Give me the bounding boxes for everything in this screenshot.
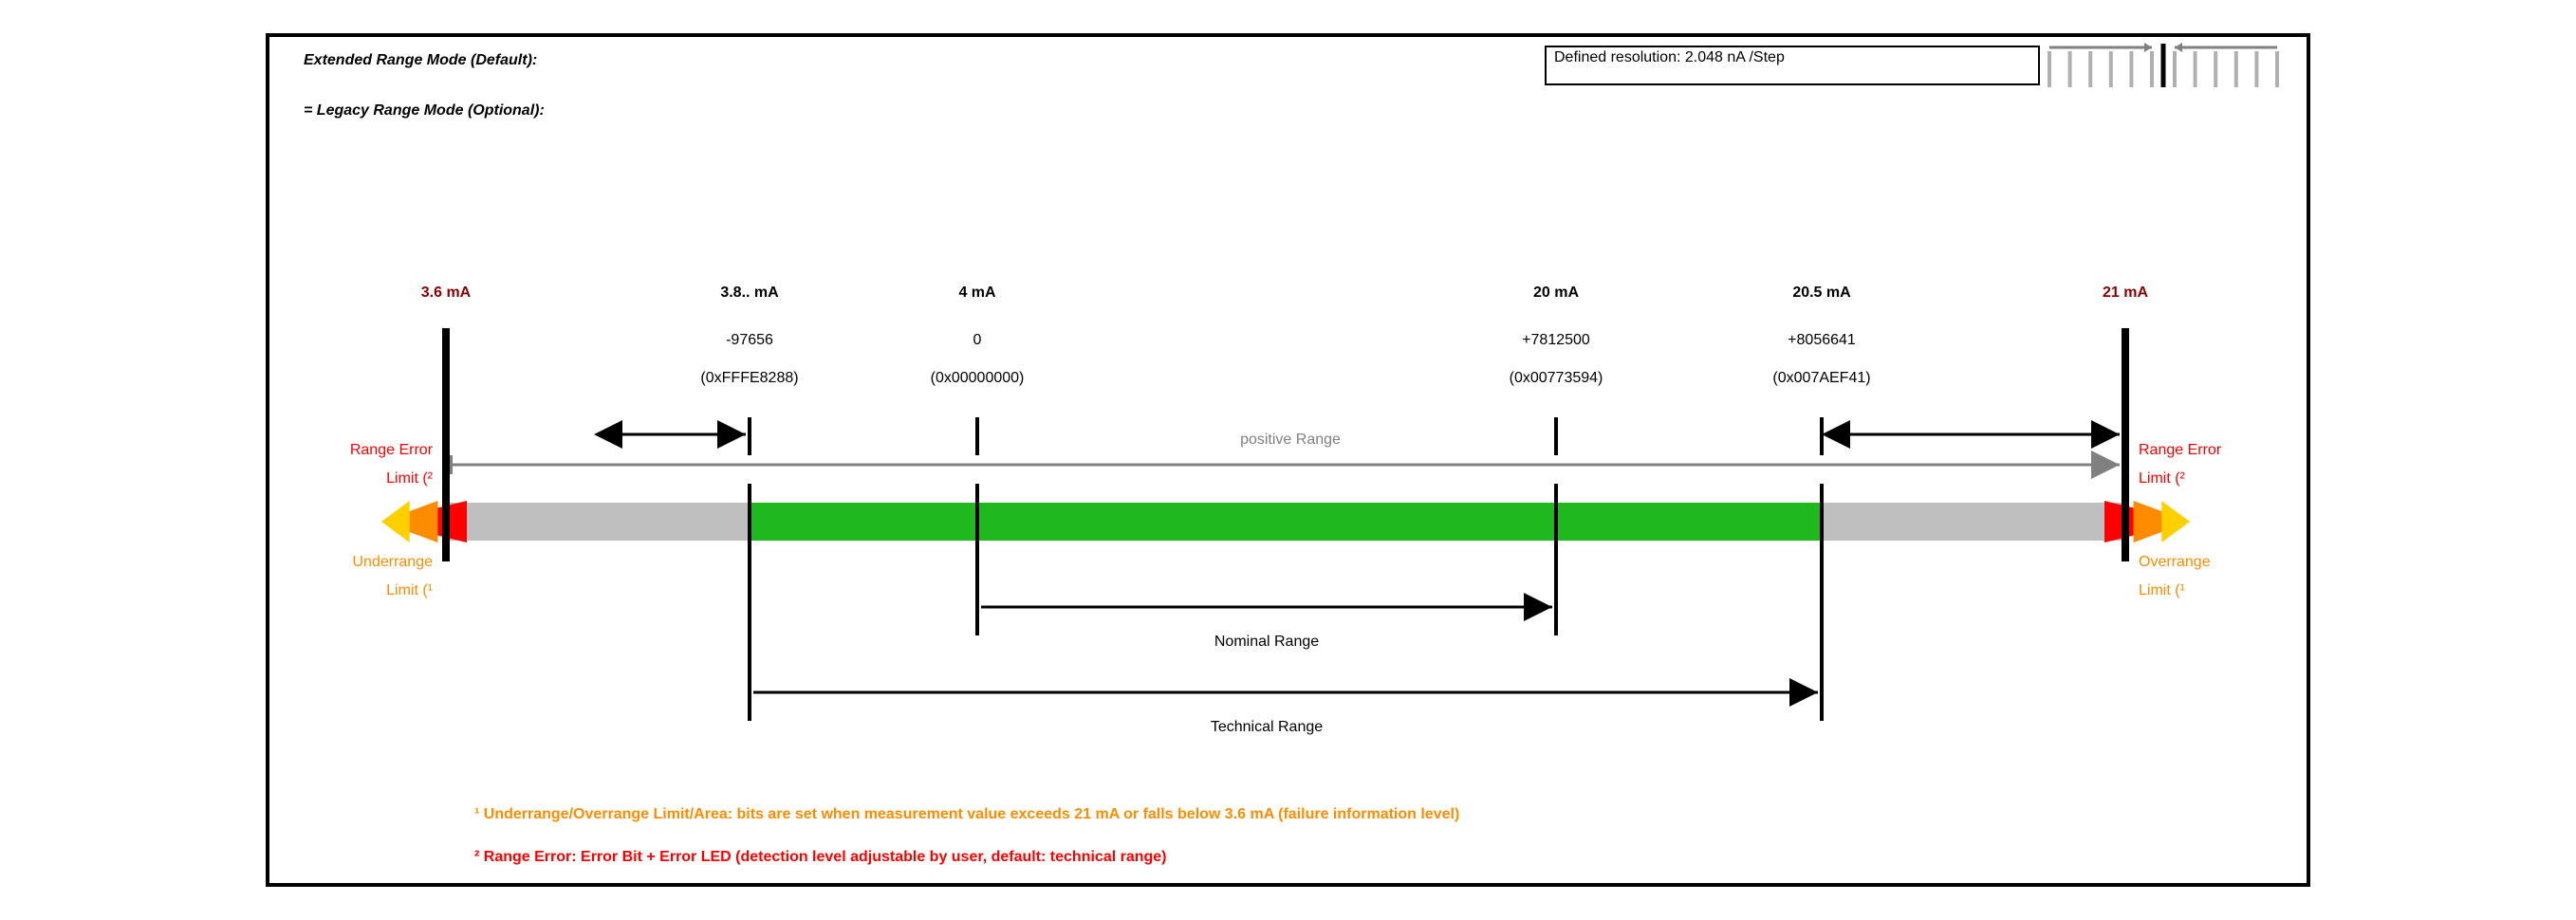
label-dec-20: +7812500 (1522, 332, 1590, 349)
label-overrange-2: Limit (¹ (2139, 582, 2185, 599)
label-dec-3_8: -97656 (726, 332, 773, 349)
label-nominal-range: Nominal Range (1214, 634, 1319, 651)
diagram-canvas: Extended Range Mode (Default): = Legacy … (0, 0, 2576, 920)
label-ma-20: 20 mA (1533, 285, 1579, 302)
footnote-1: ¹ Underrange/Overrange Limit/Area: bits … (474, 806, 1459, 823)
label-hex-3_8: (0xFFFE8288) (700, 370, 798, 387)
label-hex-20: (0x00773594) (1510, 370, 1603, 387)
label-ma-3_8: 3.8.. mA (720, 285, 778, 302)
label-dec-4: 0 (973, 332, 982, 349)
label-positive-range: positive Range (1240, 432, 1341, 449)
label-technical-range: Technical Range (1211, 719, 1323, 736)
footnote-2: ² Range Error: Error Bit + Error LED (de… (474, 849, 1167, 866)
label-ma-20_5: 20.5 mA (1792, 285, 1850, 302)
label-underrange-2: Limit (¹ (386, 582, 433, 599)
label-ma-21: 21 mA (2103, 285, 2148, 302)
label-underrange-1: Underrange (353, 554, 434, 571)
overlay-lines (0, 0, 2576, 920)
label-overrange-1: Overrange (2139, 554, 2211, 571)
label-ma-3_6: 3.6 mA (421, 285, 471, 302)
label-range-error-right-2: Limit (² (2139, 470, 2185, 488)
label-hex-20_5: (0x007AEF41) (1772, 370, 1870, 387)
label-hex-4: (0x00000000) (931, 370, 1025, 387)
label-range-error-right-1: Range Error (2139, 442, 2221, 459)
label-range-error-left-1: Range Error (350, 442, 433, 459)
label-dec-20_5: +8056641 (1788, 332, 1856, 349)
label-range-error-left-2: Limit (² (386, 470, 433, 488)
label-ma-4: 4 mA (958, 285, 995, 302)
